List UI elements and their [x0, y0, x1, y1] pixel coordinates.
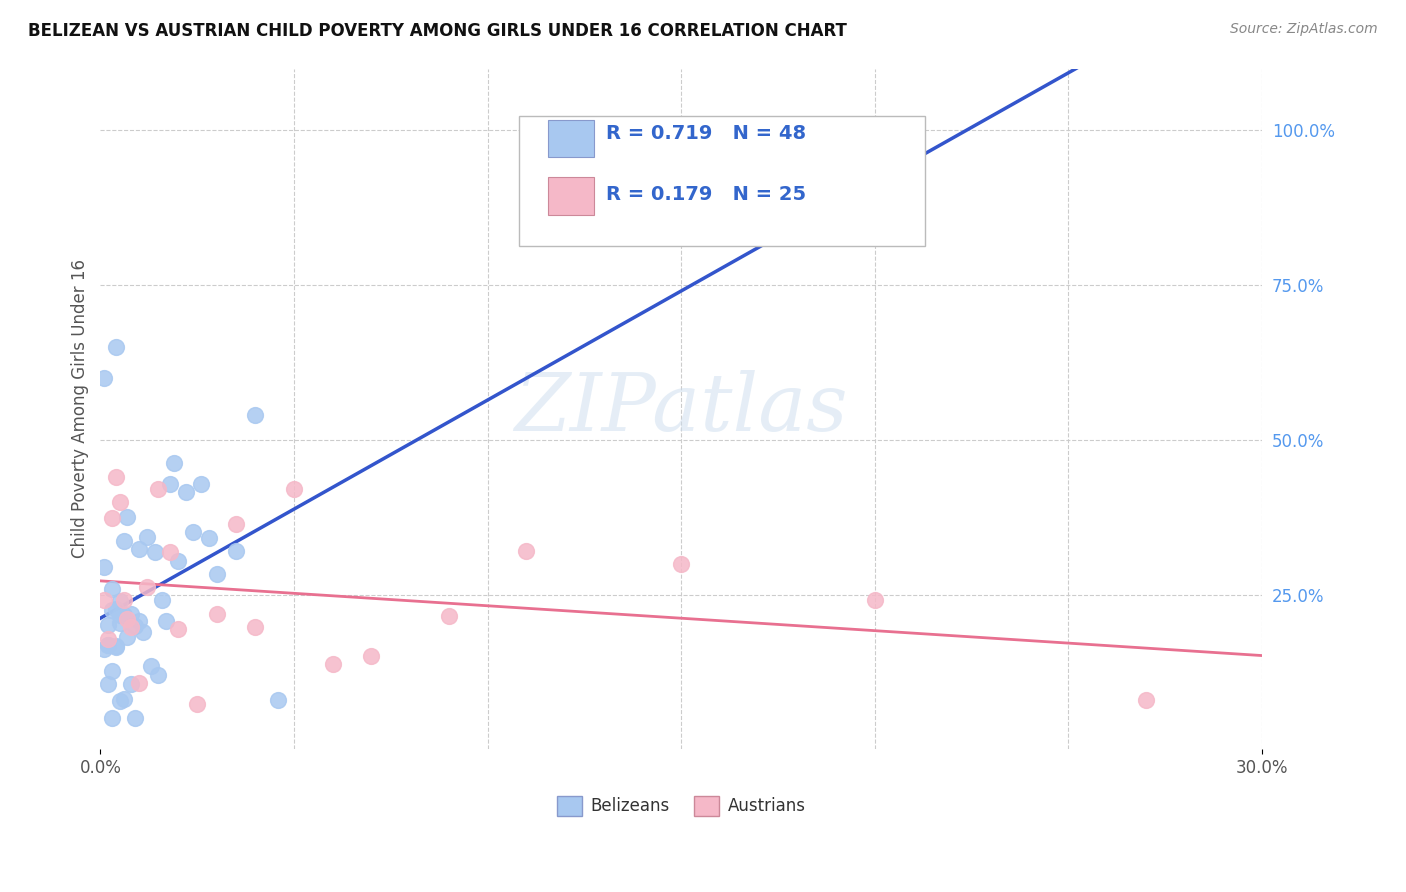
- Point: [97, 638, 120, 652]
- Point: [104, 602, 127, 616]
- Point: [128, 615, 150, 629]
- Point: [174, 485, 197, 500]
- Point: [515, 544, 537, 558]
- Point: [104, 640, 127, 655]
- Point: [148, 483, 170, 497]
- Point: [97, 677, 120, 691]
- Text: BELIZEAN VS AUSTRIAN CHILD POVERTY AMONG GIRLS UNDER 16 CORRELATION CHART: BELIZEAN VS AUSTRIAN CHILD POVERTY AMONG…: [28, 22, 846, 40]
- Point: [101, 664, 124, 678]
- Point: [124, 619, 146, 633]
- Point: [108, 693, 131, 707]
- Point: [181, 524, 204, 539]
- Point: [283, 483, 305, 497]
- FancyBboxPatch shape: [547, 178, 595, 215]
- Text: ZIPatlas: ZIPatlas: [515, 370, 848, 448]
- Text: R = 0.179   N = 25: R = 0.179 N = 25: [606, 185, 806, 204]
- Point: [112, 534, 135, 549]
- Point: [93, 371, 115, 385]
- Point: [124, 711, 146, 725]
- Point: [159, 476, 181, 491]
- Point: [93, 560, 115, 574]
- Point: [166, 622, 188, 636]
- Point: [128, 676, 150, 690]
- Point: [197, 531, 219, 545]
- Point: [101, 603, 124, 617]
- Point: [112, 593, 135, 607]
- Point: [117, 612, 139, 626]
- Point: [190, 476, 212, 491]
- Point: [93, 642, 115, 657]
- Text: R = 0.719   N = 48: R = 0.719 N = 48: [606, 124, 806, 143]
- Point: [101, 711, 124, 725]
- FancyBboxPatch shape: [547, 120, 595, 157]
- Point: [112, 608, 135, 623]
- Point: [128, 541, 150, 556]
- Point: [225, 544, 247, 558]
- Point: [205, 607, 228, 621]
- Point: [108, 495, 131, 509]
- Point: [135, 530, 157, 544]
- Point: [117, 510, 139, 524]
- Point: [120, 620, 142, 634]
- Point: [101, 582, 124, 597]
- Point: [143, 545, 166, 559]
- Point: [437, 608, 460, 623]
- Point: [267, 693, 290, 707]
- Point: [117, 630, 139, 644]
- Point: [135, 580, 157, 594]
- Point: [108, 594, 131, 608]
- Point: [863, 593, 886, 607]
- Point: [132, 625, 155, 640]
- Y-axis label: Child Poverty Among Girls Under 16: Child Poverty Among Girls Under 16: [72, 260, 89, 558]
- Point: [97, 632, 120, 646]
- Point: [245, 620, 267, 634]
- Point: [108, 615, 131, 630]
- Point: [322, 657, 344, 672]
- Point: [112, 691, 135, 706]
- Point: [97, 618, 120, 632]
- Point: [104, 340, 127, 354]
- Point: [120, 607, 142, 622]
- Point: [205, 567, 228, 582]
- Point: [139, 659, 162, 673]
- Point: [186, 697, 208, 711]
- Point: [97, 639, 120, 653]
- Point: [1135, 693, 1157, 707]
- Point: [166, 554, 188, 568]
- Point: [669, 557, 692, 571]
- Point: [225, 517, 247, 532]
- Point: [245, 408, 267, 422]
- Point: [150, 593, 173, 607]
- Point: [108, 608, 131, 623]
- Point: [163, 456, 186, 470]
- Point: [360, 648, 382, 663]
- FancyBboxPatch shape: [519, 116, 925, 245]
- Point: [104, 640, 127, 654]
- Point: [101, 511, 124, 525]
- Point: [159, 544, 181, 558]
- Text: Source: ZipAtlas.com: Source: ZipAtlas.com: [1230, 22, 1378, 37]
- Point: [148, 668, 170, 682]
- Point: [104, 470, 127, 484]
- Legend: Belizeans, Austrians: Belizeans, Austrians: [550, 789, 813, 822]
- Point: [155, 615, 177, 629]
- Point: [93, 592, 115, 607]
- Point: [120, 677, 142, 691]
